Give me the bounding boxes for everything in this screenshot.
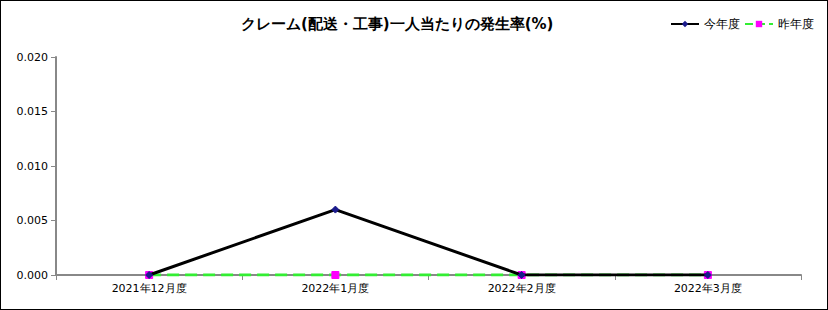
- svg-text:0.005: 0.005: [17, 214, 49, 227]
- svg-text:2022年1月度: 2022年1月度: [301, 282, 369, 295]
- svg-text:2021年12月度: 2021年12月度: [112, 282, 187, 295]
- svg-text:0.000: 0.000: [17, 269, 49, 282]
- svg-text:今年度: 今年度: [704, 17, 740, 31]
- svg-text:0.015: 0.015: [17, 105, 49, 118]
- svg-text:クレーム(配送・工事)一人当たりの発生率(%): クレーム(配送・工事)一人当たりの発生率(%): [241, 15, 553, 33]
- svg-text:昨年度: 昨年度: [778, 17, 814, 31]
- svg-text:2022年2月度: 2022年2月度: [488, 282, 556, 295]
- svg-text:0.010: 0.010: [17, 160, 49, 173]
- svg-text:0.020: 0.020: [17, 51, 49, 64]
- svg-text:2022年3月度: 2022年3月度: [674, 282, 742, 295]
